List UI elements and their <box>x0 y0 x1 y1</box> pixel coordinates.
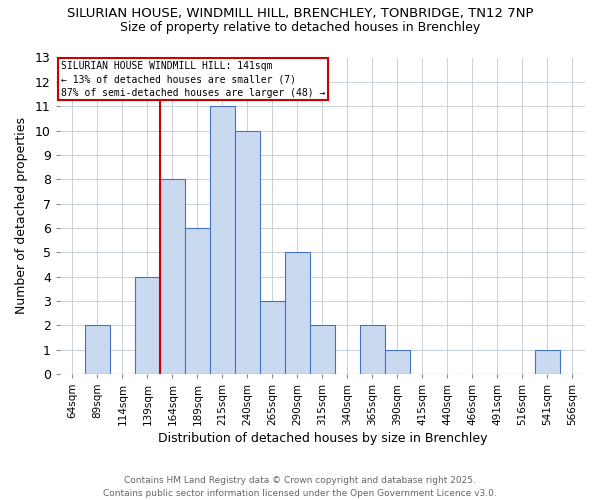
Bar <box>135 276 160 374</box>
Bar <box>285 252 310 374</box>
Bar <box>385 350 410 374</box>
Text: SILURIAN HOUSE WINDMILL HILL: 141sqm
← 13% of detached houses are smaller (7)
87: SILURIAN HOUSE WINDMILL HILL: 141sqm ← 1… <box>61 61 325 98</box>
Bar <box>185 228 210 374</box>
Bar <box>360 325 385 374</box>
Text: SILURIAN HOUSE, WINDMILL HILL, BRENCHLEY, TONBRIDGE, TN12 7NP: SILURIAN HOUSE, WINDMILL HILL, BRENCHLEY… <box>67 8 533 20</box>
Y-axis label: Number of detached properties: Number of detached properties <box>15 117 28 314</box>
X-axis label: Distribution of detached houses by size in Brenchley: Distribution of detached houses by size … <box>158 432 487 445</box>
Bar <box>235 130 260 374</box>
Text: Contains HM Land Registry data © Crown copyright and database right 2025.
Contai: Contains HM Land Registry data © Crown c… <box>103 476 497 498</box>
Bar <box>210 106 235 374</box>
Bar <box>85 325 110 374</box>
Bar <box>310 325 335 374</box>
Bar <box>260 301 285 374</box>
Bar <box>535 350 560 374</box>
Text: Size of property relative to detached houses in Brenchley: Size of property relative to detached ho… <box>120 21 480 34</box>
Bar <box>160 179 185 374</box>
